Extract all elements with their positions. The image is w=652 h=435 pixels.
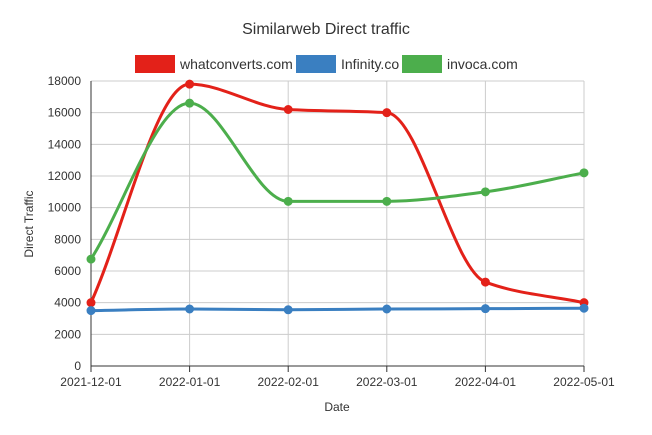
data-point[interactable] (283, 105, 293, 114)
grid (90, 80, 585, 367)
data-point[interactable] (185, 79, 195, 89)
data-point[interactable] (86, 306, 96, 316)
series-line (89, 82, 586, 305)
data-point[interactable] (86, 254, 96, 264)
x-tick-label: 2022-03-01 (356, 375, 418, 389)
x-axis-label: Date (324, 400, 350, 414)
legend-swatch (135, 55, 175, 73)
series-infinity-co (86, 303, 589, 316)
data-point[interactable] (480, 187, 490, 197)
legend-item[interactable]: Infinity.co (296, 55, 399, 73)
legend-label: whatconverts.com (179, 56, 293, 72)
x-tick-label: 2022-04-01 (455, 375, 517, 389)
data-point[interactable] (382, 196, 392, 206)
legend: whatconverts.com Infinity.co invoca.com (135, 55, 518, 73)
y-tick-label: 4000 (54, 296, 81, 310)
data-point[interactable] (382, 304, 392, 314)
series-lines (86, 79, 589, 316)
y-tick-label: 0 (74, 359, 81, 373)
series-whatconverts-com (86, 79, 589, 308)
chart-title: Similarweb Direct traffic (242, 21, 410, 38)
x-tick-label: 2021-12-01 (60, 375, 122, 389)
legend-label: invoca.com (447, 56, 518, 72)
legend-swatch (296, 55, 336, 73)
series-line (89, 101, 586, 261)
legend-item[interactable]: invoca.com (402, 55, 518, 73)
data-point[interactable] (579, 303, 589, 313)
axes: 0 2000 4000 6000 8000 10000 12000 14000 16000 180… (48, 74, 615, 389)
data-point[interactable] (185, 98, 195, 108)
y-tick-label: 10000 (48, 201, 82, 215)
y-tick-label: 16000 (48, 106, 82, 120)
y-axis-label: Direct Traffic (22, 190, 36, 257)
data-point[interactable] (382, 108, 392, 118)
series-invoca-com (86, 98, 589, 264)
data-point[interactable] (480, 277, 490, 287)
data-point[interactable] (283, 196, 293, 206)
y-tick-label: 12000 (48, 169, 82, 183)
data-point[interactable] (86, 298, 96, 308)
y-tick-label: 18000 (48, 74, 82, 88)
data-point[interactable] (480, 304, 490, 314)
x-tick-label: 2022-01-01 (159, 375, 221, 389)
legend-label: Infinity.co (341, 56, 399, 72)
series-line (89, 306, 586, 313)
legend-item[interactable]: whatconverts.com (135, 55, 293, 73)
y-tick-label: 6000 (54, 264, 81, 278)
data-point[interactable] (579, 168, 589, 178)
data-point[interactable] (283, 305, 293, 315)
y-tick-label: 14000 (48, 137, 82, 151)
y-tick-label: 8000 (54, 232, 81, 246)
legend-swatch (402, 55, 442, 73)
data-point[interactable] (185, 304, 195, 314)
x-tick-label: 2022-05-01 (553, 375, 615, 389)
y-tick-label: 2000 (54, 327, 81, 341)
x-tick-label: 2022-02-01 (258, 375, 320, 389)
